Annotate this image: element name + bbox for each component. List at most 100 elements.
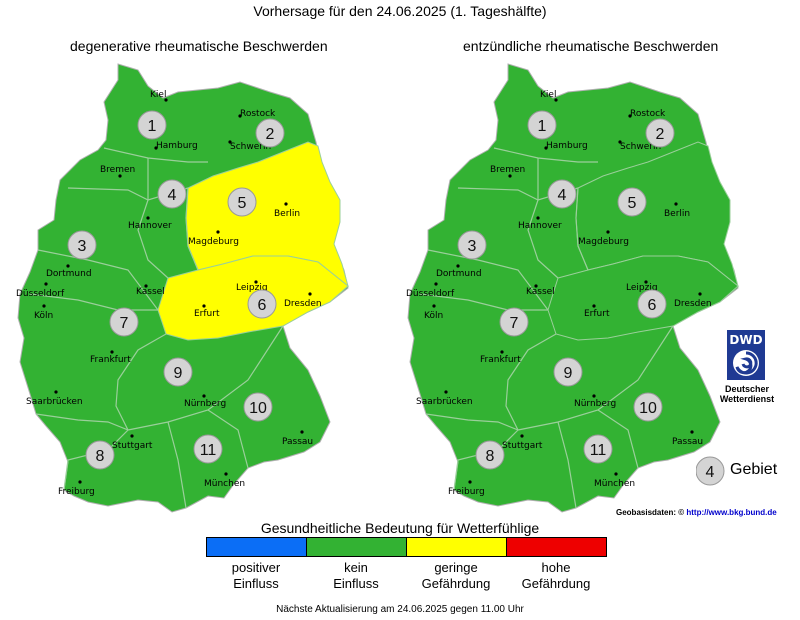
- city-label: Erfurt: [584, 309, 610, 319]
- legend-title: Gesundheitliche Bedeutung für Wetterfühl…: [260, 520, 540, 536]
- region-number-bubble[interactable]: [137, 110, 167, 140]
- dwd-logo: DWD: [727, 330, 765, 380]
- dwd-name-line2: Wetterdienst: [719, 394, 775, 404]
- region-number-bubble[interactable]: [163, 357, 193, 387]
- legend-label-positive-l1: positiver: [231, 560, 281, 575]
- city-label: Hamburg: [156, 141, 198, 151]
- legend-label-none-l2: Einfluss: [333, 576, 379, 591]
- region-number-bubble[interactable]: [553, 357, 583, 387]
- city-dot: [606, 230, 610, 234]
- city-label: Saarbrücken: [26, 397, 83, 407]
- region-border: [37, 249, 159, 311]
- region-border: [115, 333, 167, 431]
- legend-label-none-l1: kein: [344, 560, 368, 575]
- region-number: 7: [120, 315, 129, 332]
- legend-label-high-l2: Gefährdung: [521, 576, 591, 591]
- region-number: 3: [78, 238, 87, 255]
- region-number-bubble[interactable]: [85, 440, 115, 470]
- city-label: Kassel: [526, 287, 555, 297]
- region-border: [35, 413, 129, 431]
- page-title: Vorhersage für den 24.06.2025 (1. Tagesh…: [253, 3, 547, 19]
- region-number-bubble[interactable]: [227, 187, 257, 217]
- city-label: Passau: [282, 437, 313, 447]
- region-number: 4: [558, 187, 567, 204]
- geodata-label: Geobasisdaten: ©: [616, 508, 685, 517]
- region-border: [427, 249, 549, 311]
- region-number-bubble[interactable]: [633, 392, 663, 422]
- region-border: [137, 158, 169, 279]
- city-dot: [508, 174, 512, 178]
- city-dot: [202, 394, 206, 398]
- region-number: 9: [174, 365, 183, 382]
- city-dot: [434, 282, 438, 286]
- region-number-bubble[interactable]: [499, 307, 529, 337]
- city-label: Erfurt: [194, 309, 220, 319]
- region-border: [29, 293, 158, 311]
- city-label: Dortmund: [46, 269, 92, 279]
- city-dot: [54, 390, 58, 394]
- city-label: Kiel: [150, 90, 166, 100]
- city-label: Magdeburg: [188, 237, 239, 247]
- region-number-bubble[interactable]: [645, 118, 675, 148]
- dwd-name: Deutscher Wetterdienst: [700, 384, 794, 404]
- legend-label-low-l1: geringe: [434, 560, 478, 575]
- region-number: 1: [538, 118, 547, 135]
- region-border: [557, 421, 577, 509]
- city-label: Schwerin: [620, 142, 661, 152]
- region-key: 4: [696, 456, 725, 486]
- legend-label-high-l1: hohe: [541, 560, 571, 575]
- region-number-bubble[interactable]: [243, 392, 273, 422]
- region-border: [185, 187, 199, 271]
- region-number-bubble[interactable]: [247, 289, 277, 319]
- region-number-bubble[interactable]: [527, 110, 557, 140]
- region-number: 7: [510, 315, 519, 332]
- region-number-bubble[interactable]: [475, 440, 505, 470]
- city-dot: [534, 284, 538, 288]
- city-dot: [118, 174, 122, 178]
- region-number-bubble[interactable]: [157, 179, 187, 209]
- city-dot: [42, 304, 46, 308]
- city-dot: [154, 146, 158, 150]
- legend-label-high: hohe Gefährdung: [506, 560, 606, 592]
- region-number: 9: [564, 365, 573, 382]
- dwd-name-line1: Deutscher: [724, 384, 769, 394]
- region-border: [575, 187, 589, 271]
- city-dot: [554, 98, 558, 102]
- region-number: 5: [238, 195, 247, 212]
- region-border: [527, 158, 559, 279]
- region-number: 6: [258, 297, 267, 314]
- city-dot: [456, 264, 460, 268]
- region-key-label: Gebiet: [730, 461, 778, 478]
- region-number-bubble[interactable]: [67, 230, 97, 260]
- legend-label-positive: positiver Einfluss: [206, 560, 306, 592]
- region-number-bubble[interactable]: [547, 179, 577, 209]
- city-dot: [164, 98, 168, 102]
- region-number-bubble[interactable]: [637, 289, 667, 319]
- city-dot: [468, 480, 472, 484]
- geodata-link[interactable]: http://www.bkg.bund.de: [686, 508, 777, 517]
- region-number-bubble[interactable]: [583, 434, 613, 464]
- city-dot: [444, 390, 448, 394]
- city-label: München: [204, 479, 245, 489]
- city-dot: [308, 292, 312, 296]
- region-number-bubble[interactable]: [457, 230, 487, 260]
- city-dot: [520, 434, 524, 438]
- city-label: Dresden: [674, 299, 712, 309]
- city-label: Leipzig: [626, 283, 658, 293]
- city-label: Dortmund: [436, 269, 482, 279]
- region-number-bubble[interactable]: [617, 187, 647, 217]
- city-label: Düsseldorf: [16, 289, 65, 299]
- region-number-bubble[interactable]: [109, 307, 139, 337]
- map-title-degenerative: degenerative rheumatische Beschwerden: [70, 38, 328, 54]
- region-number: 8: [486, 448, 495, 465]
- region-border: [493, 147, 598, 163]
- region-border: [505, 333, 557, 431]
- city-dot: [432, 304, 436, 308]
- city-dot: [614, 472, 618, 476]
- city-label: Leipzig: [236, 283, 268, 293]
- city-dot: [224, 472, 228, 476]
- region-number-bubble[interactable]: [193, 434, 223, 464]
- region-number: 3: [468, 238, 477, 255]
- region-number-bubble[interactable]: [255, 118, 285, 148]
- city-label: Rostock: [240, 109, 276, 119]
